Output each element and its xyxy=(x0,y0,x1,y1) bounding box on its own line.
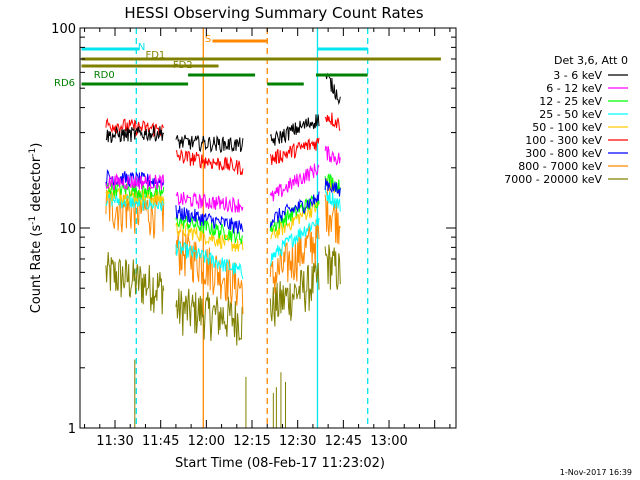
x-tick-label-1: 11:45 xyxy=(142,434,179,449)
series-line-0-seg-3 xyxy=(324,72,341,106)
legend-title: Det 3,6, Att 0 xyxy=(554,54,628,67)
series-line-0-seg-1 xyxy=(175,134,244,154)
series-line-8-seg-1 xyxy=(175,288,244,346)
series-line-1-seg-2 xyxy=(269,163,320,202)
x-axis-label: Start Time (08-Feb-17 11:23:02) xyxy=(175,456,385,471)
x-tick-label-5: 12:45 xyxy=(325,434,362,449)
y-axis-label: Count Rate (s-1 detector-1) xyxy=(28,143,44,314)
series-line-5-seg-0 xyxy=(105,117,165,138)
series-line-7-seg-2 xyxy=(269,219,320,294)
y-axis-label-sup2: -1 xyxy=(28,148,38,157)
legend-label-6: 300 - 800 keV xyxy=(525,147,602,160)
y-axis-label-mid: detector xyxy=(29,156,44,216)
series-line-6-seg-1 xyxy=(175,205,244,234)
legend-label-8: 7000 - 20000 keV xyxy=(504,173,602,186)
series-line-0-seg-0 xyxy=(105,125,165,143)
x-tick-label-2: 12:00 xyxy=(188,434,225,449)
series-line-3-seg-2 xyxy=(269,214,320,266)
series-line-5-seg-1 xyxy=(175,148,244,175)
series-line-2-seg-1 xyxy=(175,215,244,245)
footer-timestamp: 1-Nov-2017 16:39 xyxy=(560,468,632,477)
legend-label-2: 12 - 25 keV xyxy=(539,95,602,108)
y-axis-label-main: Count Rate (s xyxy=(29,225,44,314)
series-line-5-seg-2 xyxy=(269,137,320,165)
legend-label-7: 800 - 7000 keV xyxy=(518,160,602,173)
x-tick-label-0: 11:30 xyxy=(96,434,133,449)
series-line-6-seg-2 xyxy=(269,191,320,228)
series-line-4-seg-2 xyxy=(269,200,320,240)
series-line-3-seg-1 xyxy=(175,239,244,280)
series-line-6-seg-3 xyxy=(324,178,341,197)
flag-label-rd0: RD0 xyxy=(94,70,115,81)
series-line-4-seg-1 xyxy=(175,221,244,252)
flag-label-fd1: FD1 xyxy=(145,50,165,61)
plot-area: N S FD1 FD2 RD0 RD6 1 10 100 11:30 11:45 12:00 12:15… xyxy=(51,22,457,449)
series-line-8-seg-2 xyxy=(269,260,320,327)
flag-label-rd6: RD6 xyxy=(54,78,75,89)
series-line-8-seg-0 xyxy=(105,251,165,315)
flag-label-fd2: FD2 xyxy=(173,60,193,71)
y-axis-label-end: ) xyxy=(29,143,44,148)
series-line-1-seg-1 xyxy=(175,191,244,213)
x-tick-label-6: 13:00 xyxy=(370,434,407,449)
legend-label-4: 50 - 100 keV xyxy=(532,121,602,134)
y-tick-label-2: 100 xyxy=(51,22,76,37)
legend-label-3: 25 - 50 keV xyxy=(539,108,602,121)
series-line-0-seg-2 xyxy=(269,114,320,146)
series-line-1-seg-3 xyxy=(324,145,341,166)
series-line-2-seg-0 xyxy=(105,180,165,199)
series-line-1-seg-0 xyxy=(105,172,165,191)
legend-label-1: 6 - 12 keV xyxy=(546,82,602,95)
x-tick-label-3: 12:15 xyxy=(233,434,270,449)
flag-label-n: N xyxy=(138,42,145,53)
y-axis-label-sup1: -1 xyxy=(28,216,38,225)
series-line-5-seg-3 xyxy=(324,112,341,131)
legend-label-0: 3 - 6 keV xyxy=(553,69,602,82)
flag-label-s: S xyxy=(205,34,211,45)
chart-title: HESSI Observing Summary Count Rates xyxy=(124,4,423,22)
y-tick-label-0: 1 xyxy=(68,422,76,437)
x-tick-label-4: 12:30 xyxy=(279,434,316,449)
legend-label-5: 100 - 300 keV xyxy=(525,134,602,147)
series-line-7-seg-0 xyxy=(105,187,165,239)
series-line-8-seg-3 xyxy=(324,244,341,290)
y-tick-label-1: 10 xyxy=(59,222,76,237)
series-line-3-seg-3 xyxy=(324,186,341,212)
